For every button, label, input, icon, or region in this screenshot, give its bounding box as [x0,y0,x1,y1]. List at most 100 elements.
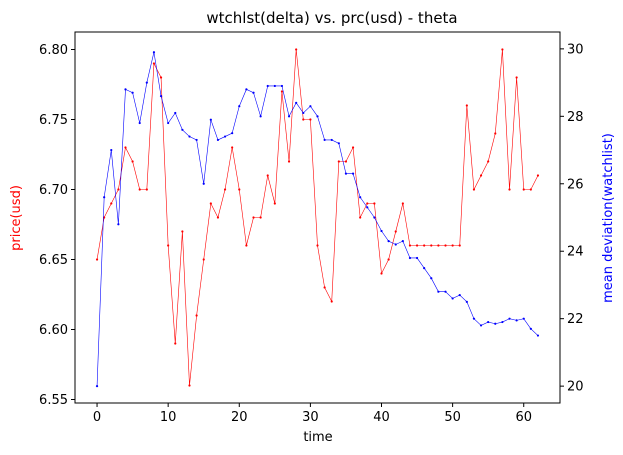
plot-area [74,31,561,404]
price-series-point [209,202,212,205]
price-series-point [273,202,276,205]
watchlist-series-point [295,101,298,104]
x-tick-label: 30 [302,410,319,425]
y-left-tick-label: 6.65 [39,253,68,268]
watchlist-series-point [401,240,404,243]
price-series-point [366,202,369,205]
x-tick-label: 40 [373,410,390,425]
watchlist-series-point [259,115,262,118]
price-series-point [351,146,355,149]
watchlist-series-point [117,223,120,226]
watchlist-series-point [515,319,518,322]
y-right-tick-label: 28 [567,110,584,125]
y-left-tick-label: 6.55 [39,393,68,408]
price-series-point [174,342,177,345]
price-series-point [387,258,390,261]
watchlist-series-point [508,317,511,320]
watchlist-series-point [501,320,504,324]
price-series-point [167,244,170,247]
watchlist-series-point [252,91,255,94]
watchlist-series-point [202,182,205,185]
price-series-point [138,188,141,191]
price-series-point [302,118,305,121]
watchlist-series-point [124,88,127,91]
watchlist-series-point [330,138,333,142]
price-series-point [238,188,241,191]
price-series-point [444,244,447,247]
y-right-tick-label: 26 [567,177,584,192]
price-series-point [437,244,440,247]
x-tick-label: 20 [231,410,248,425]
price-series-point [295,48,298,51]
price-series-point [252,216,255,219]
watchlist-series-point [238,105,241,108]
watchlist-series-point [103,196,106,199]
price-series-point [110,202,113,205]
y-left-axis: 6.55 6.60 6.65 6.70 6.75 6.80 [39,43,75,408]
price-series-point [152,62,156,65]
watchlist-series-point [131,91,134,94]
price-series-point [159,76,163,79]
watchlist-series-point [359,196,362,199]
price-series-point [131,160,134,163]
watchlist-series-point [344,172,348,175]
watchlist-series-point [216,138,220,142]
x-axis-label: time [303,430,332,445]
watchlist-series-point [451,297,454,300]
y-right-axis-label: mean deviation(watchlist) [601,133,616,303]
price-series-point [117,188,120,191]
watchlist-series-point [159,94,163,98]
watchlist-series-point [408,256,412,260]
watchlist-series-point [458,293,461,297]
chart-title: wtchlst(delta) vs. prc(usd) - theta [206,9,457,27]
y-left-tick-label: 6.75 [39,113,68,128]
price-series-point [344,160,348,163]
watchlist-series-point [465,300,468,303]
price-series-point [415,244,419,247]
watchlist-series-point [287,115,291,118]
watchlist-series-point [529,327,532,330]
watchlist-series-point [487,320,490,324]
watchlist-series-point [536,334,540,337]
price-series-point [458,244,461,247]
watchlist-series-point [138,121,141,125]
price-series-point [316,244,319,247]
price-series-point [487,160,490,163]
price-series-point [359,216,362,219]
watchlist-series-point [323,138,326,142]
price-series-point [536,174,540,177]
price-series-point [216,216,220,219]
watchlist-series-point [181,128,184,131]
price-series-point [309,118,312,121]
price-series-point [259,216,262,219]
watchlist-series-point [494,322,497,325]
watchlist-series-point [167,121,170,125]
price-series-point [494,132,497,135]
y-right-axis: 20 22 24 26 28 30 [560,42,584,395]
series-layer [95,48,540,388]
x-tick-label: 10 [160,410,177,425]
price-series-point [472,188,476,191]
price-series-point [465,104,468,107]
price-series-point [337,160,340,163]
price-series-point [401,202,404,205]
price-series-point [430,244,433,247]
price-series-point [408,244,412,247]
price-series-point [373,202,376,205]
price-series-point [266,174,269,177]
watchlist-series-point [195,138,198,142]
price-series-point [188,384,191,387]
price-series-point [394,230,397,233]
price-series-point [231,146,234,149]
y-left-tick-label: 6.80 [39,43,68,58]
y-right-tick-label: 30 [567,42,584,57]
watchlist-series-point [472,317,476,320]
price-series-point [479,174,483,177]
watchlist-series-point [223,135,227,138]
price-series-point [287,160,291,163]
price-series-point [501,48,504,51]
watchlist-series-point [309,105,312,108]
price-series-point [508,188,511,191]
price-series-point [451,244,454,247]
